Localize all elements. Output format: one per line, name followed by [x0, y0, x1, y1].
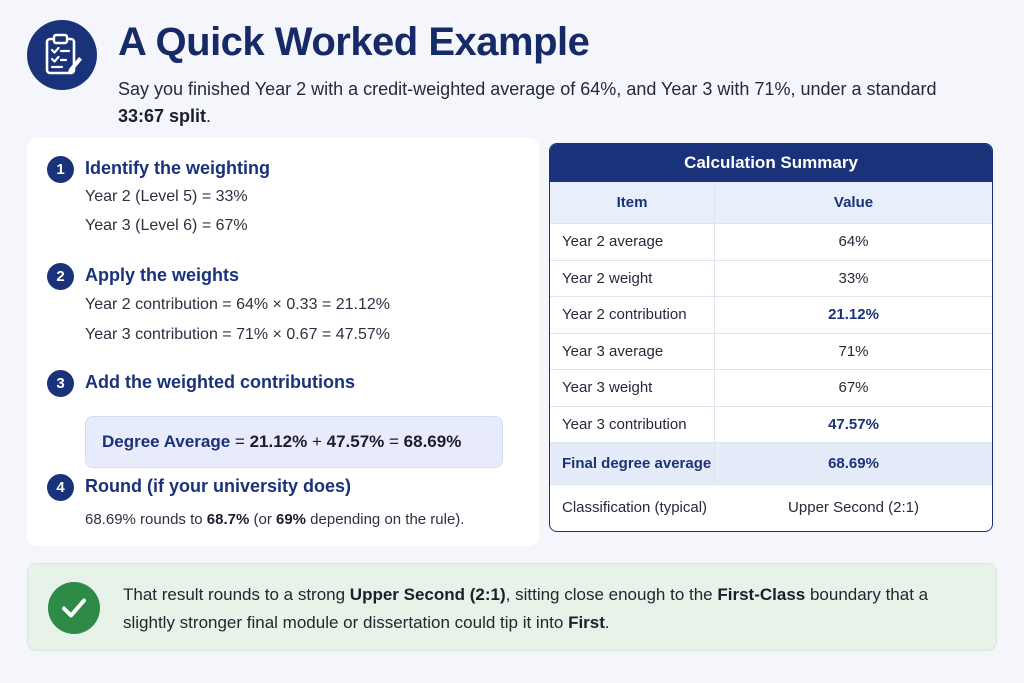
row-item: Final degree average [550, 443, 715, 484]
table-row: Year 3 average 71% [550, 333, 992, 370]
table-row: Year 2 average 64% [550, 224, 992, 261]
check-circle-icon [48, 582, 100, 634]
table-row: Year 2 weight 33% [550, 260, 992, 297]
row-item: Year 3 weight [550, 370, 715, 406]
page-subtitle: Say you finished Year 2 with a credit-we… [118, 79, 937, 126]
row-item: Year 2 weight [550, 260, 715, 296]
step-title: Round (if your university does) [85, 476, 352, 496]
step-line: Year 2 contribution = 64% × 0.33 = 21.12… [85, 296, 390, 313]
row-value: 33% [838, 269, 869, 287]
formula-box: Degree Average = 21.12% + 47.57% = 68.69… [85, 416, 503, 468]
step-number-badge: 1 [47, 156, 74, 183]
formula-result: 68.69% [403, 432, 462, 451]
row-value: 68.69% [828, 455, 879, 472]
step-title: Identify the weighting [85, 158, 270, 178]
classification-row: Classification (typical) Upper Second (2… [550, 485, 992, 529]
step-title: Add the weighted contributions [85, 372, 355, 392]
step-number-badge: 2 [47, 263, 74, 290]
calculation-summary-table: Calculation Summary Item Value Year 2 av… [549, 143, 993, 532]
formula-term-b: 47.57% [326, 432, 385, 451]
table-header-row: Item Value [550, 182, 992, 224]
row-item: Year 3 contribution [550, 406, 715, 442]
row-item: Year 2 average [550, 224, 715, 260]
column-header-value: Value [833, 194, 874, 211]
callout-text: That result rounds to a strong Upper Sec… [123, 585, 929, 632]
step-line: Year 2 (Level 5) = 33% [85, 188, 248, 205]
page-title: A Quick Worked Example [118, 20, 590, 64]
row-value: 47.57% [828, 415, 879, 433]
step-title: Apply the weights [85, 265, 240, 285]
table-row: Year 2 contribution 21.12% [550, 297, 992, 334]
step-number-badge: 4 [47, 474, 74, 501]
row-value: 64% [838, 233, 869, 251]
table-title: Calculation Summary [550, 144, 992, 182]
row-value: 71% [838, 342, 869, 360]
step-line: 68.69% rounds to 68.7% (or 69% depending… [85, 511, 465, 528]
row-item: Year 3 average [550, 333, 715, 369]
formula-label: Degree Average [102, 432, 231, 451]
step-number-badge: 3 [47, 370, 74, 397]
step-line: Year 3 contribution = 71% × 0.67 = 47.57… [85, 326, 390, 343]
row-value: Upper Second (2:1) [788, 498, 919, 516]
row-item: Year 2 contribution [550, 297, 715, 333]
table-row: Year 3 contribution 47.57% [550, 406, 992, 443]
final-average-row: Final degree average 68.69% [550, 443, 992, 485]
step-line: Year 3 (Level 6) = 67% [85, 217, 248, 234]
formula-term-a: 21.12% [249, 432, 308, 451]
row-value: 67% [838, 379, 869, 397]
row-item: Classification (typical) [562, 498, 708, 516]
result-callout: That result rounds to a strong Upper Sec… [27, 563, 997, 651]
steps-panel: 1 Identify the weighting Year 2 (Level 5… [27, 138, 539, 546]
clipboard-checklist-icon [27, 20, 97, 90]
table-row: Year 3 weight 67% [550, 370, 992, 407]
column-header-item: Item [550, 182, 715, 223]
row-value: 21.12% [828, 306, 879, 324]
